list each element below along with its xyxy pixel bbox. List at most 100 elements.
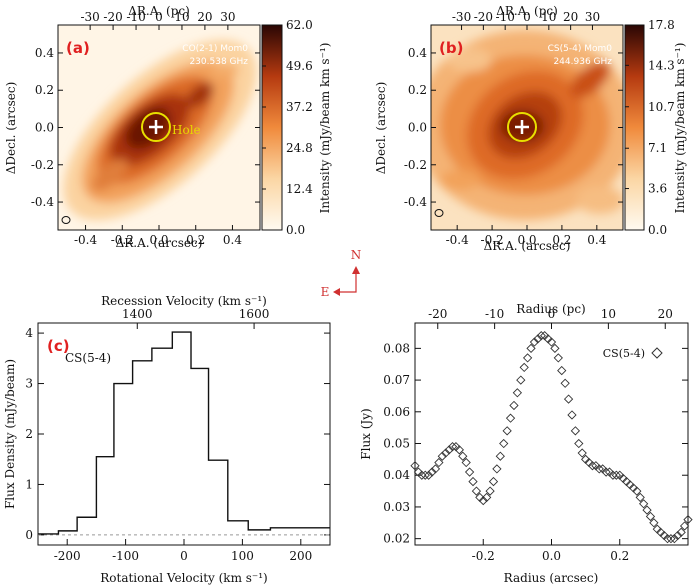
data-point — [441, 448, 451, 458]
data-point — [509, 400, 519, 411]
top-tick-label: 0 — [155, 10, 163, 24]
data-point — [601, 467, 611, 477]
histogram-bar — [152, 348, 172, 535]
panel-d-points — [410, 331, 693, 544]
panel-a-colorbar — [261, 24, 283, 231]
top-tick-label: -30 — [80, 10, 99, 24]
y-tick-label: 0.03 — [383, 500, 410, 514]
colorbar-tick-label: 12.4 — [286, 182, 313, 196]
data-point — [444, 445, 454, 455]
data-point — [516, 375, 526, 385]
data-point — [478, 495, 488, 506]
panel-c-histogram — [38, 331, 330, 536]
data-point — [492, 464, 502, 474]
panel-b-colorbar-ticks: 0.0 3.6 7.1 10.7 14.3 17.8 — [625, 18, 675, 237]
top-tick-label: 10 — [174, 10, 189, 24]
data-point — [673, 530, 683, 541]
data-point — [608, 470, 618, 480]
data-point — [632, 486, 642, 496]
panel-b: -0.4 -0.2 0.0 0.2 0.4 -0.4 -0.2 0.0 0.2 0.4 -30 -20… — [374, 4, 687, 253]
panel-a-hole-circle — [141, 112, 171, 142]
top-tick-label: 1600 — [239, 307, 270, 321]
colorbar-tick-label: 3.6 — [648, 182, 667, 196]
histogram-bar — [228, 521, 248, 535]
top-tick-label: 1400 — [122, 307, 153, 321]
top-tick-label: 30 — [585, 10, 600, 24]
histogram-bar — [209, 460, 228, 535]
panel-c-ylabel: Flux Density (mJy/beam) — [3, 359, 17, 509]
panel-a-colorbar-ticks: 0.0 12.4 24.8 37.2 49.6 62.0 — [262, 18, 313, 237]
y-tick-label: 3 — [25, 377, 33, 391]
x-tick-label: -200 — [54, 549, 81, 563]
panel-b-xlabel: ΔR.A. (arcsec) — [484, 239, 571, 253]
panel-b-ticks: -0.4 -0.2 0.0 0.2 0.4 -0.4 -0.2 0.0 0.2 0.4 -30 -20… — [404, 10, 623, 247]
top-tick-label: -10 — [126, 10, 145, 24]
panel-a-center-cross — [149, 120, 163, 134]
data-point — [683, 514, 693, 525]
data-point — [461, 457, 471, 468]
top-tick-label: 10 — [601, 307, 616, 321]
panel-b-beam — [434, 209, 444, 217]
panel-b-subtitle: 244.936 GHz — [553, 57, 612, 67]
histogram-bar — [114, 384, 133, 535]
panel-a-title: CO(2-1) Mom0 — [182, 44, 248, 54]
data-point — [526, 343, 536, 354]
data-point — [437, 451, 447, 461]
panel-a-subtitle: 230.538 GHz — [189, 57, 248, 67]
data-point — [512, 388, 523, 398]
top-tick-label: 30 — [220, 10, 235, 24]
x-tick-label: 0.2 — [552, 233, 571, 247]
panel-c-legend: CS(5-4) — [65, 351, 111, 365]
y-tick-label: 0.4 — [35, 46, 54, 60]
data-point — [502, 426, 512, 436]
x-tick-label: 0.0 — [517, 233, 536, 247]
data-point — [417, 470, 427, 480]
data-point — [505, 413, 516, 423]
compass-north-arrow — [352, 266, 360, 274]
panel-d-legend-marker — [651, 347, 663, 359]
y-tick-label: 0.08 — [383, 341, 410, 355]
x-tick-label: 0.4 — [587, 233, 606, 247]
data-point — [546, 337, 557, 347]
panel-d-frame — [414, 322, 689, 546]
data-point — [499, 438, 509, 449]
compass-east-arrow — [333, 288, 340, 296]
panel-a-hole-label: Hole — [172, 123, 201, 137]
data-point — [410, 461, 420, 471]
compass-north-label: N — [351, 248, 362, 262]
panel-a-ticks: -0.4 -0.2 0.0 0.2 0.4 -0.4 -0.2 0.0 0.2 0.4 -30 -20… — [31, 10, 260, 247]
top-tick-label: 20 — [563, 10, 578, 24]
data-point — [495, 451, 505, 461]
data-point — [666, 534, 676, 544]
top-tick-label: -20 — [474, 10, 493, 24]
x-tick-label: -0.4 — [74, 233, 98, 247]
x-tick-label: -100 — [112, 549, 139, 563]
y-tick-label: 0.06 — [383, 405, 410, 419]
data-point — [550, 343, 560, 354]
data-point — [587, 461, 598, 471]
colorbar-tick-label: 37.2 — [286, 100, 313, 114]
panel-b-colorbar — [624, 24, 645, 231]
data-point — [454, 445, 464, 455]
top-tick-label: 0 — [523, 10, 531, 24]
x-tick-label: 0 — [180, 549, 188, 563]
panel-c: -200 -100 0 100 200 0 1 2 3 4 1400 1600 (c) CS(5-4)… — [3, 294, 331, 585]
x-tick-label: 0.0 — [149, 233, 168, 247]
top-tick-label: 10 — [541, 10, 556, 24]
x-tick-label: -0.2 — [472, 549, 495, 563]
panel-b-title: CS(5-4) Mom0 — [548, 44, 613, 54]
panel-a-label: (a) — [66, 39, 90, 57]
data-point — [458, 451, 468, 461]
data-point — [639, 499, 649, 509]
compass-east-label: E — [321, 285, 330, 299]
panel-d-legend: CS(5-4) — [603, 347, 645, 360]
panel-c-ticks: -200 -100 0 100 200 0 1 2 3 4 1400 1600 — [25, 307, 330, 563]
data-point — [662, 534, 673, 544]
panel-a-ylabel: ΔDecl. (arcsec) — [4, 82, 18, 175]
data-point — [560, 378, 570, 388]
data-point — [485, 486, 495, 496]
colorbar-tick-label: 14.3 — [648, 58, 675, 72]
data-point — [574, 438, 584, 449]
histogram-bar — [294, 528, 330, 535]
x-tick-label: 0.2 — [186, 233, 205, 247]
